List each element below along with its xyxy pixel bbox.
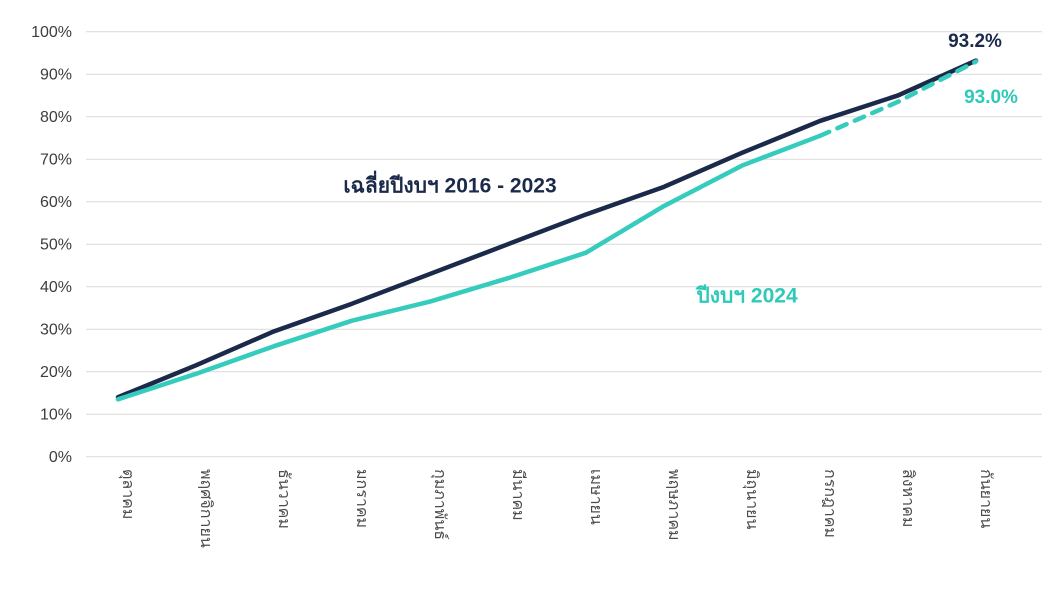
y-tick-label: 0% (49, 449, 72, 466)
y-tick-label: 70% (40, 152, 72, 169)
x-tick-label: มีนาคม (509, 469, 527, 521)
y-tick-label: 80% (40, 109, 72, 126)
x-tick-label: เมษายน (587, 469, 604, 525)
series-line-0 (115, 58, 979, 400)
series-line-1 (115, 133, 823, 402)
x-tick-label: มกราคม (353, 469, 370, 528)
x-tick-label: พฤศจิกายน (197, 469, 214, 548)
y-tick-label: 40% (40, 279, 72, 296)
y-tick-label: 90% (40, 67, 72, 84)
y-tick-label: 60% (40, 194, 72, 211)
x-tick-label: มิถุนายน (742, 469, 760, 530)
x-tick-label: ธันวาคม (275, 469, 292, 529)
x-tick-label: ตุลาคม (118, 469, 136, 519)
x-tick-label: กรกฎาคม (821, 469, 838, 538)
series-line-1-projection (817, 59, 979, 139)
y-tick-label: 50% (40, 237, 72, 254)
x-tick-label: กันยายน (977, 469, 994, 528)
x-tick-label: สิงหาคม (899, 469, 916, 527)
y-tick-label: 20% (40, 364, 72, 381)
x-tick-label: พฤษภาคม (665, 469, 682, 541)
x-tick-label: กุมภาพันธ์ (430, 469, 450, 540)
y-tick-label: 30% (40, 322, 72, 339)
y-tick-label: 10% (40, 407, 72, 424)
y-tick-label: 100% (31, 24, 72, 41)
